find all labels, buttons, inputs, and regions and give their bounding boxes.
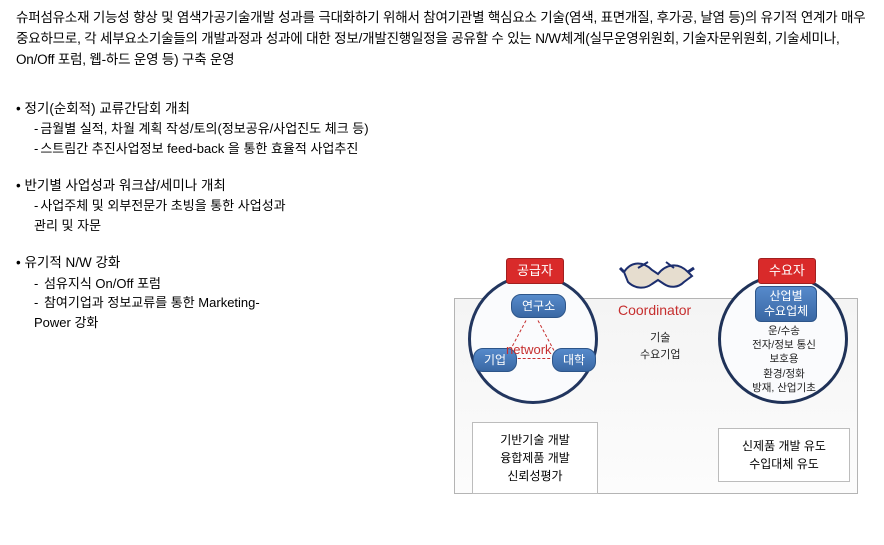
mid-text-line: 수요기업	[640, 349, 680, 361]
bullet-group: 유기적 N/W 강화 섬유지식 On/Off 포럼 참여기업과 정보교류를 통한…	[16, 253, 440, 332]
bullet-title: 정기(순회적) 교류간담회 개최	[16, 99, 440, 119]
bullet-group: 반기별 사업성과 워크샵/세미나 개최 사업주체 및 외부전문가 초빙을 통한 …	[16, 176, 440, 235]
sub-bullet: 스트림간 추진사업정보 feed-back 을 통한 효율적 사업추진	[16, 139, 440, 159]
demander-output-box: 신제품 개발 유도 수입대체 유도	[718, 428, 850, 482]
node-industry: 산업별 수요업체	[755, 286, 817, 322]
mid-text-line: 기술	[650, 332, 670, 344]
sub-bullet: 금월별 실적, 차월 계획 작성/토의(정보공유/사업진도 체크 등)	[16, 119, 440, 139]
sub-bullet: 섬유지식 On/Off 포럼	[16, 274, 440, 294]
network-diagram: 공급자 연구소 기업 대학 network Coordinator 기술 수요기…	[440, 252, 870, 542]
bullet-title: 반기별 사업성과 워크샵/세미나 개최	[16, 176, 440, 196]
mid-text: 기술 수요기업	[640, 330, 680, 363]
industry-list: 운/수송 전자/정보 통신 보호용 환경/정화 방재, 산업기초	[738, 324, 830, 395]
node-lab: 연구소	[511, 294, 566, 318]
bullet-group: 정기(순회적) 교류간담회 개최 금월별 실적, 차월 계획 작성/토의(정보공…	[16, 99, 440, 158]
bullet-list: 정기(순회적) 교류간담회 개최 금월별 실적, 차월 계획 작성/토의(정보공…	[0, 71, 440, 332]
intro-paragraph: 슈퍼섬유소재 기능성 향상 및 염색가공기술개발 성과를 극대화하기 위해서 참…	[0, 0, 884, 71]
supplier-output-box: 기반기술 개발 융합제품 개발 신뢰성평가	[472, 422, 598, 494]
sub-bullet: 사업주체 및 외부전문가 초빙을 통한 사업성과 관리 및 자문	[16, 196, 296, 235]
supplier-badge: 공급자	[506, 258, 564, 284]
handshake-icon	[618, 252, 696, 300]
coordinator-label: Coordinator	[618, 300, 691, 321]
node-univ: 대학	[552, 348, 596, 372]
network-label: network	[506, 340, 552, 360]
bullet-title: 유기적 N/W 강화	[16, 253, 440, 273]
sub-bullet: 참여기업과 정보교류를 통한 Marketing-Power 강화	[16, 293, 276, 332]
demander-badge: 수요자	[758, 258, 816, 284]
